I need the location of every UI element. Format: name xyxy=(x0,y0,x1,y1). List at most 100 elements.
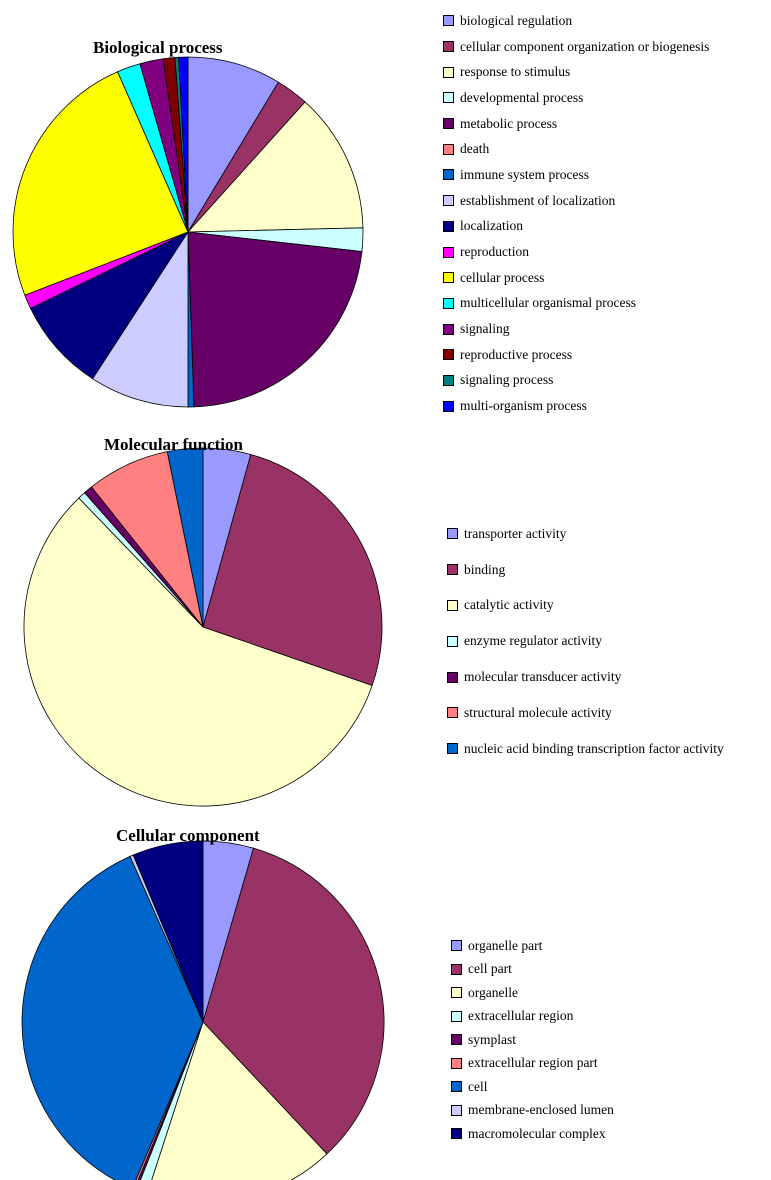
legend-label: signaling xyxy=(460,321,510,337)
legend-label: nucleic acid binding transcription facto… xyxy=(464,740,724,756)
legend-biological-process: biological regulation cellular component … xyxy=(443,8,709,419)
legend-label: structural molecule activity xyxy=(464,704,612,720)
pie-slice-response-to-stimulus xyxy=(187,101,364,233)
pie-slice-catalytic-activity xyxy=(23,497,373,807)
legend-item-multi-organism-process: multi-organism process xyxy=(443,393,709,419)
pie-biological-process xyxy=(12,56,364,408)
legend-swatch xyxy=(447,528,458,540)
legend-swatch xyxy=(451,1104,462,1116)
pie-slice-binding xyxy=(202,454,383,687)
legend-item-macromolecular-complex: macromolecular complex xyxy=(451,1122,614,1146)
legend-label: biological regulation xyxy=(460,12,573,28)
legend-swatch xyxy=(447,707,458,719)
legend-label: organelle xyxy=(468,984,518,1000)
chart-title-biological-process: Biological process xyxy=(93,38,223,57)
legend-swatch xyxy=(451,987,462,999)
legend-label: cellular process xyxy=(460,269,545,285)
legend-item-catalytic-activity: catalytic activity xyxy=(447,588,724,624)
legend-swatch xyxy=(447,671,458,683)
legend-swatch xyxy=(451,1010,462,1022)
legend-cellular-component: organelle part cell part organelle extracel… xyxy=(451,934,614,1146)
legend-label: metabolic process xyxy=(460,115,558,131)
chart-title-cellular-component: Cellular component xyxy=(116,826,260,845)
legend-item-signaling-process: signaling process xyxy=(443,368,709,394)
pie-cellular-component xyxy=(21,840,385,1180)
legend-label: localization xyxy=(460,218,523,234)
legend-item-membrane-enclosed-lumen: membrane-enclosed lumen xyxy=(451,1099,614,1123)
legend-swatch xyxy=(443,400,454,412)
legend-swatch xyxy=(443,297,454,309)
legend-item-biological-regulation: biological regulation xyxy=(443,8,709,34)
legend-swatch xyxy=(443,15,454,27)
legend-item-establishment-of-localization: establishment of localization xyxy=(443,188,709,214)
legend-item-organelle: organelle xyxy=(451,981,614,1005)
legend-label: establishment of localization xyxy=(460,192,616,208)
legend-swatch xyxy=(451,963,462,975)
legend-swatch xyxy=(443,272,454,284)
legend-label: cell xyxy=(468,1078,488,1094)
legend-label: multicellular organismal process xyxy=(460,295,636,311)
legend-swatch xyxy=(443,92,454,104)
legend-item-nucleic-acid-binding-transcription-factor-activity: nucleic acid binding transcription facto… xyxy=(447,731,724,767)
legend-label: molecular transducer activity xyxy=(464,669,622,685)
legend-item-reproductive-process: reproductive process xyxy=(443,342,709,368)
pie-slice-establishment-of-localization xyxy=(92,230,189,408)
legend-item-cellular-process: cellular process xyxy=(443,265,709,291)
pie-slice-organelle xyxy=(151,1021,328,1180)
legend-item-metabolic-process: metabolic process xyxy=(443,111,709,137)
legend-label: cellular component organization or bioge… xyxy=(460,38,710,54)
legend-swatch xyxy=(443,195,454,207)
legend-item-signaling: signaling xyxy=(443,316,709,342)
legend-item-enzyme-regulator-activity: enzyme regulator activity xyxy=(447,623,724,659)
legend-item-reproduction: reproduction xyxy=(443,239,709,265)
legend-swatch xyxy=(443,41,454,53)
legend-item-symplast: symplast xyxy=(451,1028,614,1052)
legend-item-transporter-activity: transporter activity xyxy=(447,516,724,552)
legend-swatch xyxy=(451,1057,462,1069)
legend-label: developmental process xyxy=(460,89,584,105)
legend-swatch xyxy=(443,66,454,78)
legend-item-structural-molecule-activity: structural molecule activity xyxy=(447,695,724,731)
legend-swatch xyxy=(451,940,462,952)
legend-item-multicellular-organismal-process: multicellular organismal process xyxy=(443,291,709,317)
legend-label: membrane-enclosed lumen xyxy=(468,1102,614,1118)
legend-swatch xyxy=(443,169,454,181)
legend-swatch xyxy=(447,564,458,576)
legend-swatch xyxy=(443,220,454,232)
pie-molecular-function xyxy=(23,447,383,807)
legend-item-developmental-process: developmental process xyxy=(443,85,709,111)
legend-swatch xyxy=(451,1128,462,1140)
legend-item-cell-part: cell part xyxy=(451,958,614,982)
legend-label: cell part xyxy=(468,961,512,977)
pie-slice-macromolecular-complex xyxy=(132,840,204,1023)
legend-item-immune-system-process: immune system process xyxy=(443,162,709,188)
pie-slice-cell-part xyxy=(202,847,385,1155)
legend-label: reproductive process xyxy=(460,346,573,362)
legend-item-cell: cell xyxy=(451,1075,614,1099)
legend-label: transporter activity xyxy=(464,525,567,541)
legend-label: death xyxy=(460,141,490,157)
legend-label: extracellular region xyxy=(468,1008,574,1024)
legend-label: signaling process xyxy=(460,372,554,388)
legend-item-cellular-component-organization-or-biogenesis: cellular component organization or bioge… xyxy=(443,34,709,60)
legend-item-molecular-transducer-activity: molecular transducer activity xyxy=(447,659,724,695)
legend-swatch xyxy=(451,1034,462,1046)
legend-swatch xyxy=(447,635,458,647)
legend-swatch xyxy=(443,246,454,258)
legend-label: organelle part xyxy=(468,937,543,953)
legend-label: enzyme regulator activity xyxy=(464,633,602,649)
legend-swatch xyxy=(447,599,458,611)
pie-slice-biological-regulation xyxy=(187,56,279,234)
legend-label: binding xyxy=(464,561,506,577)
legend-label: macromolecular complex xyxy=(468,1125,606,1141)
legend-swatch xyxy=(443,118,454,130)
legend-swatch xyxy=(451,1081,462,1093)
legend-item-localization: localization xyxy=(443,214,709,240)
legend-item-extracellular-region: extracellular region xyxy=(451,1005,614,1029)
pie-slice-cellular-process xyxy=(12,71,189,296)
pie-slice-nucleic-acid-binding-transcription-factor-activity xyxy=(166,447,204,628)
legend-swatch xyxy=(447,743,458,755)
legend-label: extracellular region part xyxy=(468,1055,598,1071)
pie-slice-multi-organism-process xyxy=(178,56,189,233)
